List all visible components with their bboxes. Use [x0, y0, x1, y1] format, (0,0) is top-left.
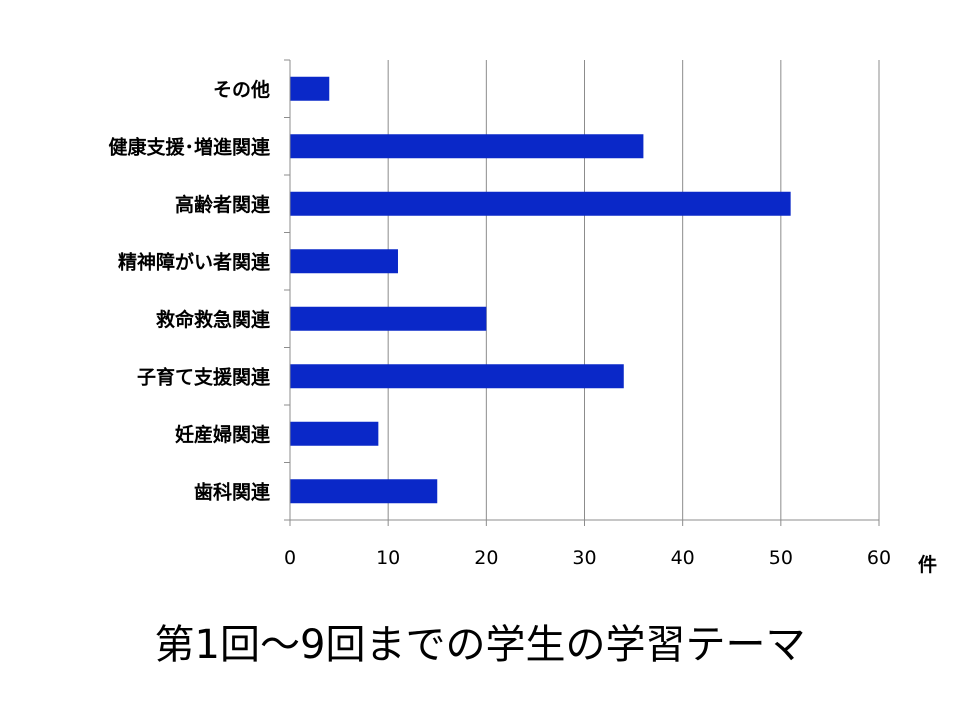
- category-label: 子育て支援関連: [137, 365, 271, 388]
- bar: [290, 191, 791, 216]
- bar: [290, 364, 624, 389]
- category-label: 高齢者関連: [175, 193, 271, 216]
- category-label: 精神障がい者関連: [118, 250, 271, 273]
- axes: [284, 59, 880, 526]
- x-unit-label: 件: [918, 553, 937, 576]
- bar: [290, 421, 379, 446]
- x-tick-labels: 0 10 20 30 40 50 60: [284, 547, 891, 569]
- bar: [290, 249, 398, 274]
- x-tick-label: 0: [284, 547, 296, 569]
- bars: [290, 76, 791, 504]
- category-label: 救命救急関連: [156, 308, 271, 331]
- x-tick-label: 10: [376, 547, 400, 569]
- bar: [290, 76, 330, 101]
- bar: [290, 306, 487, 331]
- x-tick-label: 60: [867, 547, 891, 569]
- grid-lines: [387, 60, 880, 520]
- chart-title: 第1回～9回までの学生の学習テーマ: [154, 622, 806, 668]
- x-tick-label: 40: [671, 547, 695, 569]
- x-tick-label: 30: [572, 547, 596, 569]
- category-label: 歯科関連: [194, 480, 271, 503]
- bar: [290, 479, 438, 504]
- bar-chart: その他健康支援･増進関連高齢者関連精神障がい者関連救命救急関連子育て支援関連妊産…: [108, 59, 937, 576]
- x-tick-label: 50: [769, 547, 793, 569]
- category-label: 健康支援･増進関連: [108, 135, 271, 158]
- category-labels: その他健康支援･増進関連高齢者関連精神障がい者関連救命救急関連子育て支援関連妊産…: [108, 78, 271, 504]
- category-label: 妊産婦関連: [175, 423, 271, 446]
- x-tick-label: 20: [474, 547, 498, 569]
- category-label: その他: [213, 78, 270, 101]
- bar: [290, 134, 644, 159]
